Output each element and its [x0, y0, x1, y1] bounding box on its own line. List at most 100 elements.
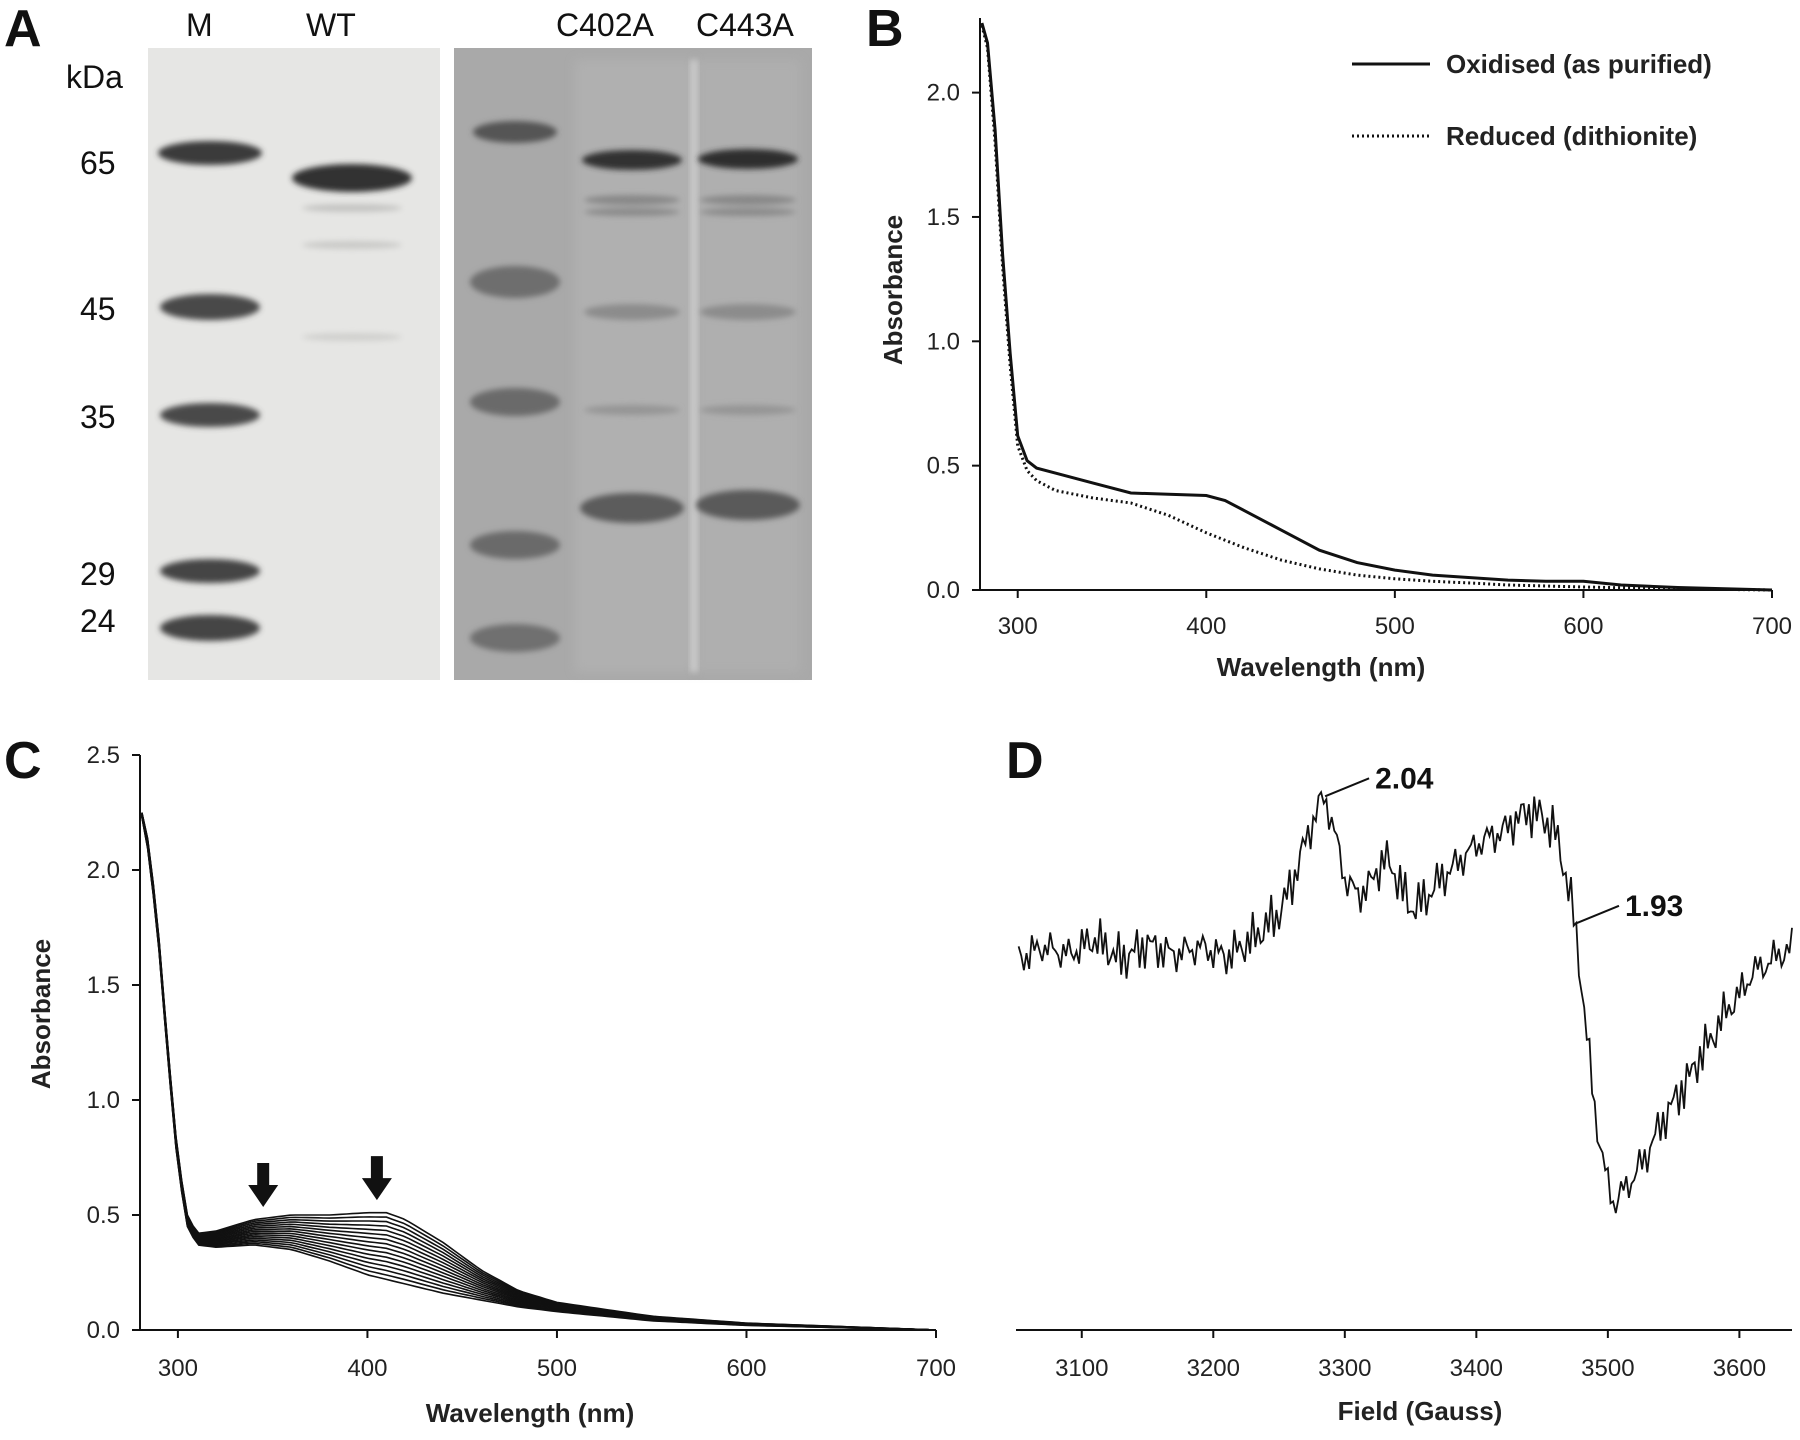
panel-c-y-tick-label: 1.5: [87, 972, 120, 999]
marker-band-45: [160, 294, 260, 320]
spectrum-trace: [142, 817, 932, 1330]
mw-label-45: 45: [80, 291, 116, 327]
c402a-low-band: [580, 493, 684, 523]
g-value-leader-line: [1325, 778, 1369, 796]
series-oxidised-line: [982, 23, 1772, 590]
mw-label-29: 29: [80, 556, 116, 592]
panel-b-x-axis-title: Wavelength (nm): [1217, 652, 1425, 682]
spectrum-trace: [142, 814, 932, 1330]
panel-b-y-tick-label: 0.0: [927, 577, 960, 604]
g-value-label: 2.04: [1375, 762, 1434, 795]
wt-main-band: [292, 164, 412, 192]
panel-d-x-tick-label: 3200: [1187, 1355, 1240, 1382]
spectrum-trace: [142, 816, 932, 1330]
spectrum-trace: [142, 816, 932, 1330]
marker-band: [470, 266, 560, 298]
epr-spectrum-line: [1019, 792, 1792, 1213]
wt-minor-band: [302, 333, 402, 341]
marker-band-29: [160, 559, 260, 583]
panel-b-y-tick-label: 1.5: [927, 204, 960, 231]
c402a-minor-band: [584, 304, 680, 320]
figure-canvas: A M WT C402A C443A kDa 65 45 35 29 24: [0, 0, 1800, 1440]
c402a-main-band: [582, 150, 682, 170]
c402a-minor-band: [584, 405, 680, 415]
panel-letter-d: D: [1006, 732, 1044, 790]
mw-unit-label: kDa: [66, 59, 123, 95]
c443a-main-band: [698, 149, 798, 169]
series-reduced-line: [982, 26, 1772, 591]
spectrum-trace: [142, 813, 932, 1330]
legend-label-oxidised: Oxidised (as purified): [1446, 49, 1712, 79]
marker-band-35: [160, 403, 260, 427]
panel-a: A M WT C402A C443A kDa 65 45 35 29 24: [4, 0, 812, 680]
panel-c-x-tick-label: 300: [158, 1355, 198, 1382]
wt-minor-band: [302, 204, 402, 212]
mw-label-65: 65: [80, 145, 116, 181]
marker-band: [473, 121, 557, 143]
panel-c-x-tick-label: 500: [537, 1355, 577, 1382]
panel-letter-b: B: [866, 0, 904, 58]
panel-d-x-tick-label: 3100: [1055, 1355, 1108, 1382]
lane-label-wt: WT: [306, 7, 356, 43]
mw-label-35: 35: [80, 399, 116, 435]
spectrum-trace: [142, 816, 932, 1330]
gel-lane-gap: [690, 60, 698, 672]
panel-b: B Absorbance Wavelength (nm) Oxidised (a…: [866, 0, 1792, 682]
panel-b-y-tick-label: 0.5: [927, 453, 960, 480]
c443a-minor-band: [700, 208, 796, 216]
spectrum-trace: [142, 813, 932, 1330]
spectrum-trace: [142, 814, 932, 1330]
lane-label-c402a: C402A: [556, 7, 655, 43]
panel-d: D Field (Gauss) 3100 3200 3300 3400 3500 3600…: [1006, 732, 1792, 1426]
spectrum-trace: [142, 815, 932, 1330]
spectrum-trace: [142, 815, 932, 1330]
panel-c-y-axis-title: Absorbance: [26, 939, 56, 1089]
panel-c-x-tick-label: 400: [347, 1355, 387, 1382]
panel-c-y-tick-label: 2.0: [87, 857, 120, 884]
panel-b-y-tick-label: 1.0: [927, 328, 960, 355]
spectrum-trace: [142, 817, 932, 1330]
c443a-minor-band: [700, 195, 796, 205]
panel-d-x-tick-label: 3300: [1318, 1355, 1371, 1382]
down-arrow-icon: [248, 1163, 278, 1207]
lane-label-m: M: [186, 7, 213, 43]
down-arrow-icon: [362, 1156, 392, 1200]
panel-b-x-tick-label: 500: [1375, 613, 1415, 640]
g-value-label: 1.93: [1625, 890, 1683, 923]
panel-letter-c: C: [4, 732, 42, 790]
wt-minor-band: [302, 241, 402, 249]
g-value-leader-line: [1575, 906, 1619, 924]
c402a-minor-band: [584, 195, 680, 205]
panel-letter-a: A: [4, 0, 42, 58]
panel-b-x-tick-label: 700: [1752, 613, 1792, 640]
panel-b-x-tick-label: 400: [1186, 613, 1226, 640]
marker-band: [470, 388, 560, 416]
spectrum-trace: [142, 814, 932, 1330]
spectrum-trace: [142, 817, 932, 1330]
panel-b-y-axis-title: Absorbance: [878, 215, 908, 365]
panel-b-x-tick-label: 600: [1563, 613, 1603, 640]
c443a-minor-band: [700, 304, 796, 320]
spectrum-trace: [142, 815, 932, 1330]
panel-c: C Absorbance Wavelength (nm) 0.0 0.5 1.0 1.…: [4, 732, 956, 1428]
marker-band-65: [158, 141, 262, 165]
panel-b-x-tick-label: 300: [998, 613, 1038, 640]
marker-band: [470, 531, 560, 559]
panel-c-y-tick-label: 0.0: [87, 1317, 120, 1344]
panel-d-x-tick-label: 3600: [1713, 1355, 1766, 1382]
panel-d-x-tick-label: 3500: [1581, 1355, 1634, 1382]
panel-c-y-tick-label: 0.5: [87, 1202, 120, 1229]
marker-band: [470, 624, 560, 652]
marker-band-24: [160, 615, 260, 641]
panel-d-x-axis-title: Field (Gauss): [1338, 1396, 1503, 1426]
panel-d-x-tick-label: 3400: [1450, 1355, 1503, 1382]
spectrum-trace: [142, 813, 932, 1330]
panel-c-x-tick-label: 700: [916, 1355, 956, 1382]
panel-b-y-tick-label: 2.0: [927, 80, 960, 107]
mw-label-24: 24: [80, 603, 116, 639]
c443a-low-band: [696, 490, 800, 520]
lane-label-c443a: C443A: [696, 7, 795, 43]
panel-c-x-axis-title: Wavelength (nm): [426, 1398, 634, 1428]
c402a-minor-band: [584, 208, 680, 216]
panel-c-x-tick-label: 600: [726, 1355, 766, 1382]
